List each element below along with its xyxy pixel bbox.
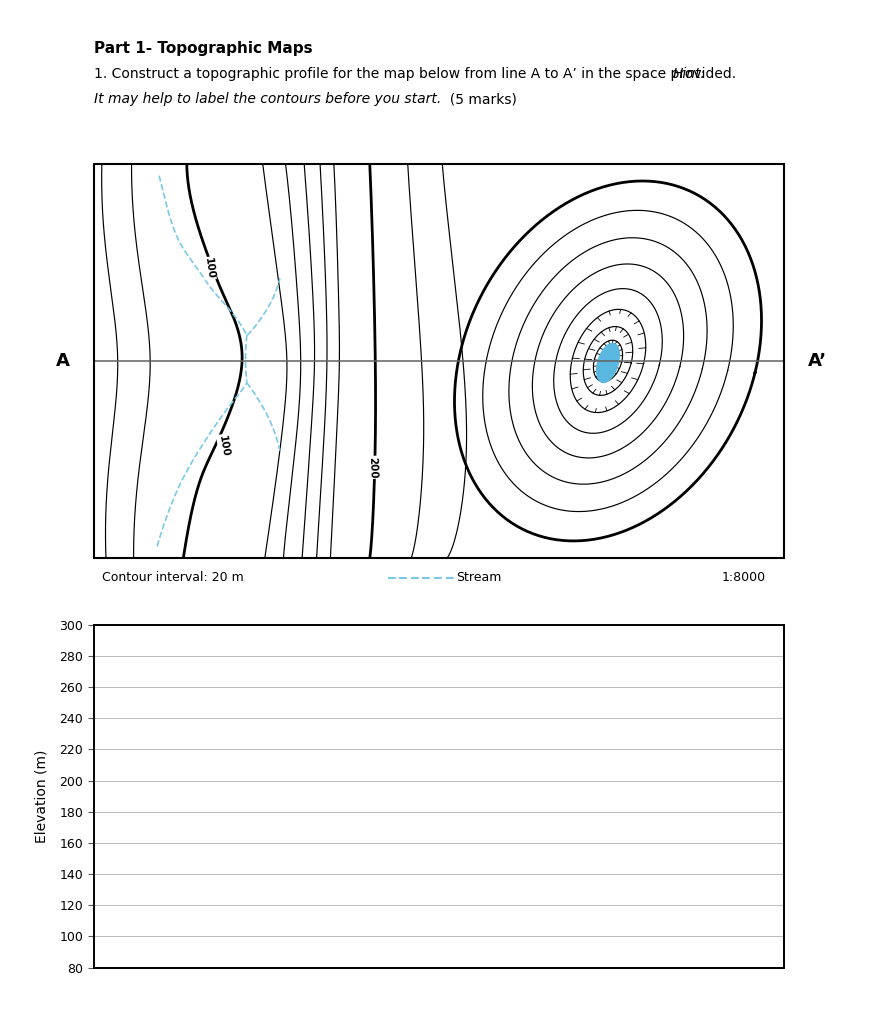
Text: It may help to label the contours before you start.: It may help to label the contours before… [94,92,441,106]
Ellipse shape [596,343,620,383]
Text: 100: 100 [217,434,230,458]
Text: Stream: Stream [456,571,502,584]
Text: 100: 100 [203,257,216,280]
Text: 1. Construct a topographic profile for the map below from line A to A’ in the sp: 1. Construct a topographic profile for t… [94,67,744,81]
Text: A: A [55,352,69,370]
Text: (5 marks): (5 marks) [441,92,517,106]
Text: A’: A’ [808,352,828,370]
Text: 200: 200 [367,457,378,478]
Text: Part 1- Topographic Maps: Part 1- Topographic Maps [94,41,312,56]
Text: Hint:: Hint: [673,67,706,81]
Y-axis label: Elevation (m): Elevation (m) [34,750,48,843]
Text: 1:8000: 1:8000 [722,571,766,584]
Text: Contour interval: 20 m: Contour interval: 20 m [102,571,244,584]
